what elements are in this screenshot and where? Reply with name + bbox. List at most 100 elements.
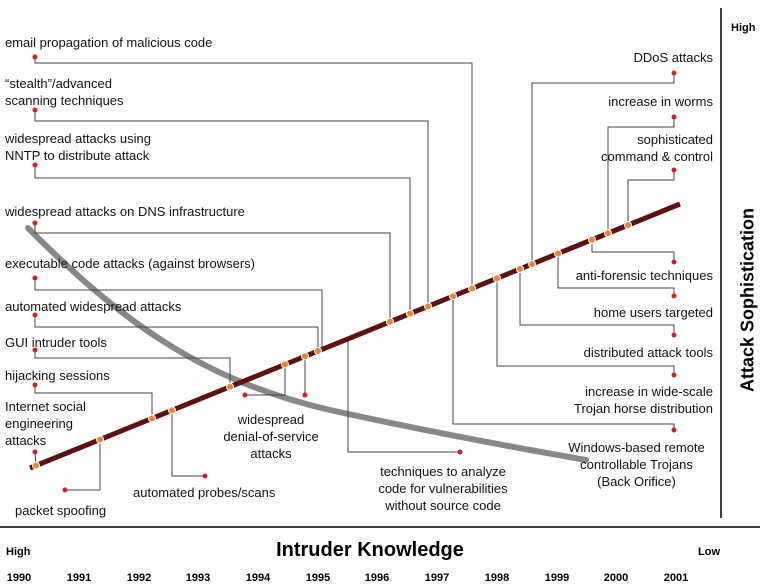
year-label: 2000 [603,572,629,584]
event-marker [424,302,432,311]
label-automated-widespread: automated widespread attacks [5,299,182,314]
label-trojan-distribution: increase in wide-scale Trojan horse dist… [574,384,713,416]
connector-dns [34,223,391,322]
pin-dot [32,162,38,168]
event-marker [588,235,596,244]
pin-dot [457,449,463,455]
connector-email [34,57,473,289]
pin-dot [671,372,677,378]
event-marker [386,317,394,326]
year-label: 1990 [6,572,32,584]
year-label: 1993 [185,572,211,584]
pin-dot [32,54,38,60]
event-marker [449,292,457,301]
year-label: 2001 [663,572,689,584]
year-label: 1997 [424,572,450,584]
pin-dot [32,382,38,388]
pin-dot [62,487,68,493]
label-worms: increase in worms [608,94,713,109]
event-marker [32,461,40,470]
event-marker [554,249,562,258]
connector-anti-forensic [591,239,675,262]
pin-dot [671,167,677,173]
label-stealth-scanning: “stealth”/advanced scanning techniques [5,76,124,108]
label-gui-tools: GUI intruder tools [5,335,107,350]
connector-lines [34,57,675,491]
event-marker [468,284,476,293]
connector-probes [171,410,205,477]
event-markers [32,221,632,470]
event-marker [281,360,289,369]
label-widespread-dos: widespread denial-of-service attacks [223,412,319,461]
label-distributed-tools: distributed attack tools [583,345,713,360]
label-dns-attacks: widespread attacks on DNS infrastructure [5,204,245,219]
year-label: 1995 [305,572,331,584]
year-label: 1994 [245,572,271,584]
label-pins [32,54,677,493]
event-marker [168,406,176,415]
pin-dot [32,107,38,113]
label-anti-forensic: anti-forensic techniques [575,268,713,283]
event-marker [406,309,414,318]
x-axis-title: Intruder Knowledge [276,539,464,561]
year-label: 1999 [544,572,570,584]
year-label: 1991 [66,572,92,584]
pin-dot [32,275,38,281]
year-label: 1998 [484,572,510,584]
connector-windows [452,296,675,430]
pin-dot [32,449,38,455]
x-axis-low-label: Low [698,546,720,558]
connector-dos-a [245,364,286,396]
label-social-engineering: Internet social engineering attacks [5,399,86,448]
pin-dot [32,347,38,353]
y-axis-title: Attack Sophistication [737,207,758,393]
pin-dot [671,70,677,76]
connector-auto [34,315,319,352]
connector-command [627,170,675,226]
pin-dot [202,473,208,479]
year-label: 1992 [126,572,152,584]
event-marker [226,382,234,391]
attack-sophistication-trend-line [29,201,681,471]
event-marker [624,221,632,230]
pin-dot [671,259,677,265]
pin-dot [32,220,38,226]
connector-distributed [519,268,675,335]
label-windows-trojans: Windows-based remote controllable Trojan… [568,440,705,489]
connector-hijack [34,385,153,419]
x-axis-high-label: High [6,546,31,558]
connector-worms [607,117,675,234]
pin-dot [671,293,677,299]
event-marker [301,352,309,361]
label-nntp-attacks: widespread attacks using NNTP to distrib… [5,131,151,163]
event-marker [604,229,612,238]
connector-trojan-dist [496,278,675,375]
pin-dot [671,332,677,338]
connector-exec [34,278,323,350]
event-marker [314,347,322,356]
event-marker [148,414,156,423]
connector-gui [34,350,231,387]
pin-dot [32,312,38,318]
label-email-propagation: email propagation of malicious code [5,35,213,50]
connector-nntp [34,165,411,314]
intruder-knowledge-curve [25,225,589,463]
label-home-users: home users targeted [593,305,713,320]
connector-packet-spoofing [65,439,101,491]
y-axis-high-label: High [731,22,756,34]
pin-dot [671,114,677,120]
label-executable-code: executable code attacks (against browser… [5,256,256,271]
year-label: 1996 [364,572,390,584]
connector-ddos [531,73,675,265]
connector-analyze [347,338,460,453]
connector-home-users [557,253,675,296]
label-packet-spoofing: packet spoofing [15,503,107,518]
pin-dot [671,427,677,433]
connector-stealth [34,110,429,307]
label-automated-probes: automated probes/scans [133,485,276,500]
event-marker [528,260,536,269]
label-analyze-code: techniques to analyze code for vulnerabi… [378,464,508,513]
label-ddos: DDoS attacks [633,50,713,65]
event-marker [516,264,524,273]
